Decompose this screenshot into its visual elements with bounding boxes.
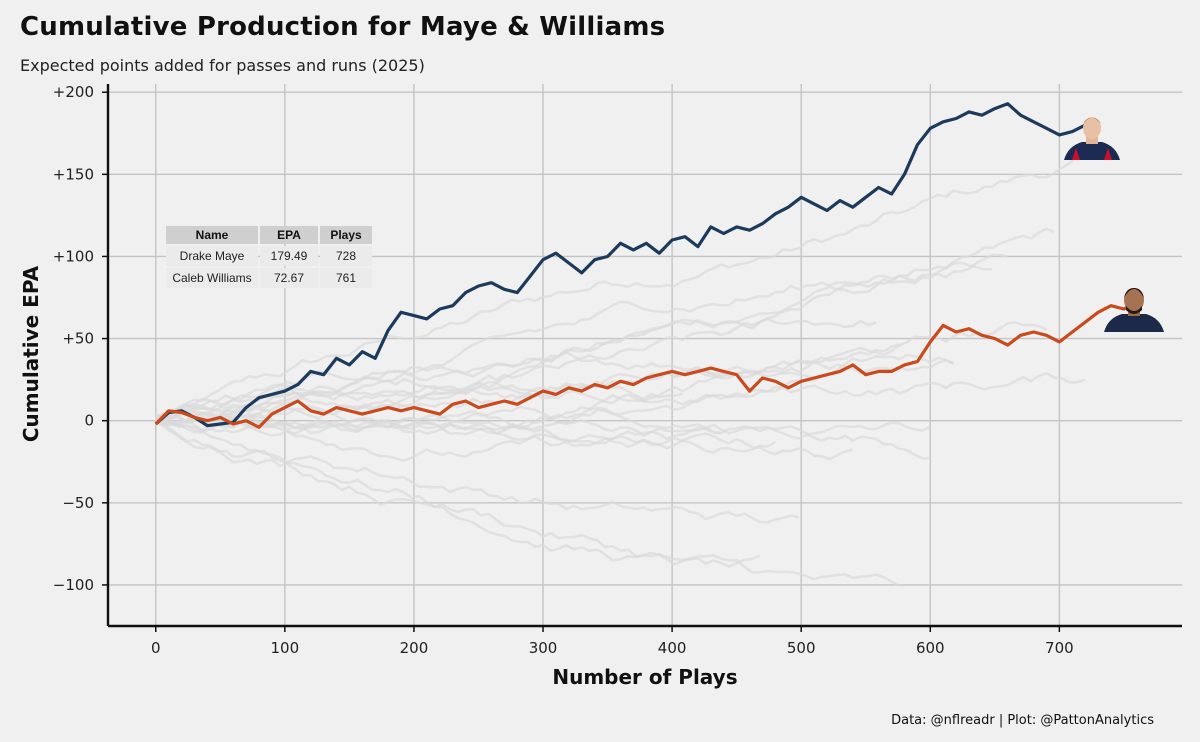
series-line-caleb-williams [154,299,1139,429]
comparison-line [155,418,931,462]
header-plays: Plays [320,226,372,244]
x-tick-label: 400 [658,639,687,657]
header-name: Name [166,226,258,244]
x-tick-label: 500 [787,639,816,657]
row-name: Caleb Williams [166,268,258,288]
comparison-line [155,414,931,460]
row-plays: 728 [320,246,372,266]
x-tick-label: 0 [151,639,161,657]
table-row: Caleb Williams 72.67 761 [166,268,372,288]
comparison-line [155,420,799,524]
chart-subtitle: Expected points added for passes and run… [20,56,425,75]
background-lines [155,146,1094,588]
comparison-line [155,371,1086,435]
x-tick-label: 300 [529,639,558,657]
y-axis-title: Cumulative EPA [19,265,43,442]
data-credit: Data: @nflreadr | Plot: @PattonAnalytics [891,713,1154,728]
table-header-row: Name EPA Plays [166,226,372,244]
grid-lines [108,84,1182,626]
row-plays: 761 [320,268,372,288]
comparison-line [155,146,1094,419]
x-tick-label: 600 [916,639,945,657]
comparison-line [155,343,900,420]
x-tick-label: 100 [271,639,300,657]
row-epa: 179.49 [260,246,318,266]
chart-title: Cumulative Production for Maye & William… [20,12,666,42]
series-lines [154,102,1139,429]
series-line-drake-maye [154,102,1096,428]
comparison-line [155,413,854,461]
header-epa: EPA [260,226,318,244]
y-tick-label: −50 [62,494,94,512]
comparison-line [155,418,900,588]
comparison-line [155,261,993,419]
y-tick-label: +100 [53,247,94,265]
caleb-williams-headshot [1104,288,1164,332]
y-tick-label: +200 [53,83,94,101]
row-name: Drake Maye [166,246,258,266]
y-tick-label: +50 [62,330,94,348]
x-tick-label: 200 [400,639,429,657]
y-tick-label: 0 [84,412,94,430]
comparison-line [155,358,954,420]
y-tick-label: −100 [53,576,94,594]
x-axis-title: Number of Plays [552,665,737,689]
drake-maye-headshot [1064,117,1120,160]
x-tick-label: 700 [1045,639,1074,657]
row-epa: 72.67 [260,268,318,288]
table-row: Drake Maye 179.49 728 [166,246,372,266]
axes [102,84,1182,632]
summary-table: Name EPA Plays Drake Maye 179.49 728 Cal… [164,224,374,290]
tick-labels: 0 100 200 300 400 500 600 700 −100 −50 0 +50 +100 +15… [53,83,1074,657]
y-tick-label: +150 [53,165,94,183]
